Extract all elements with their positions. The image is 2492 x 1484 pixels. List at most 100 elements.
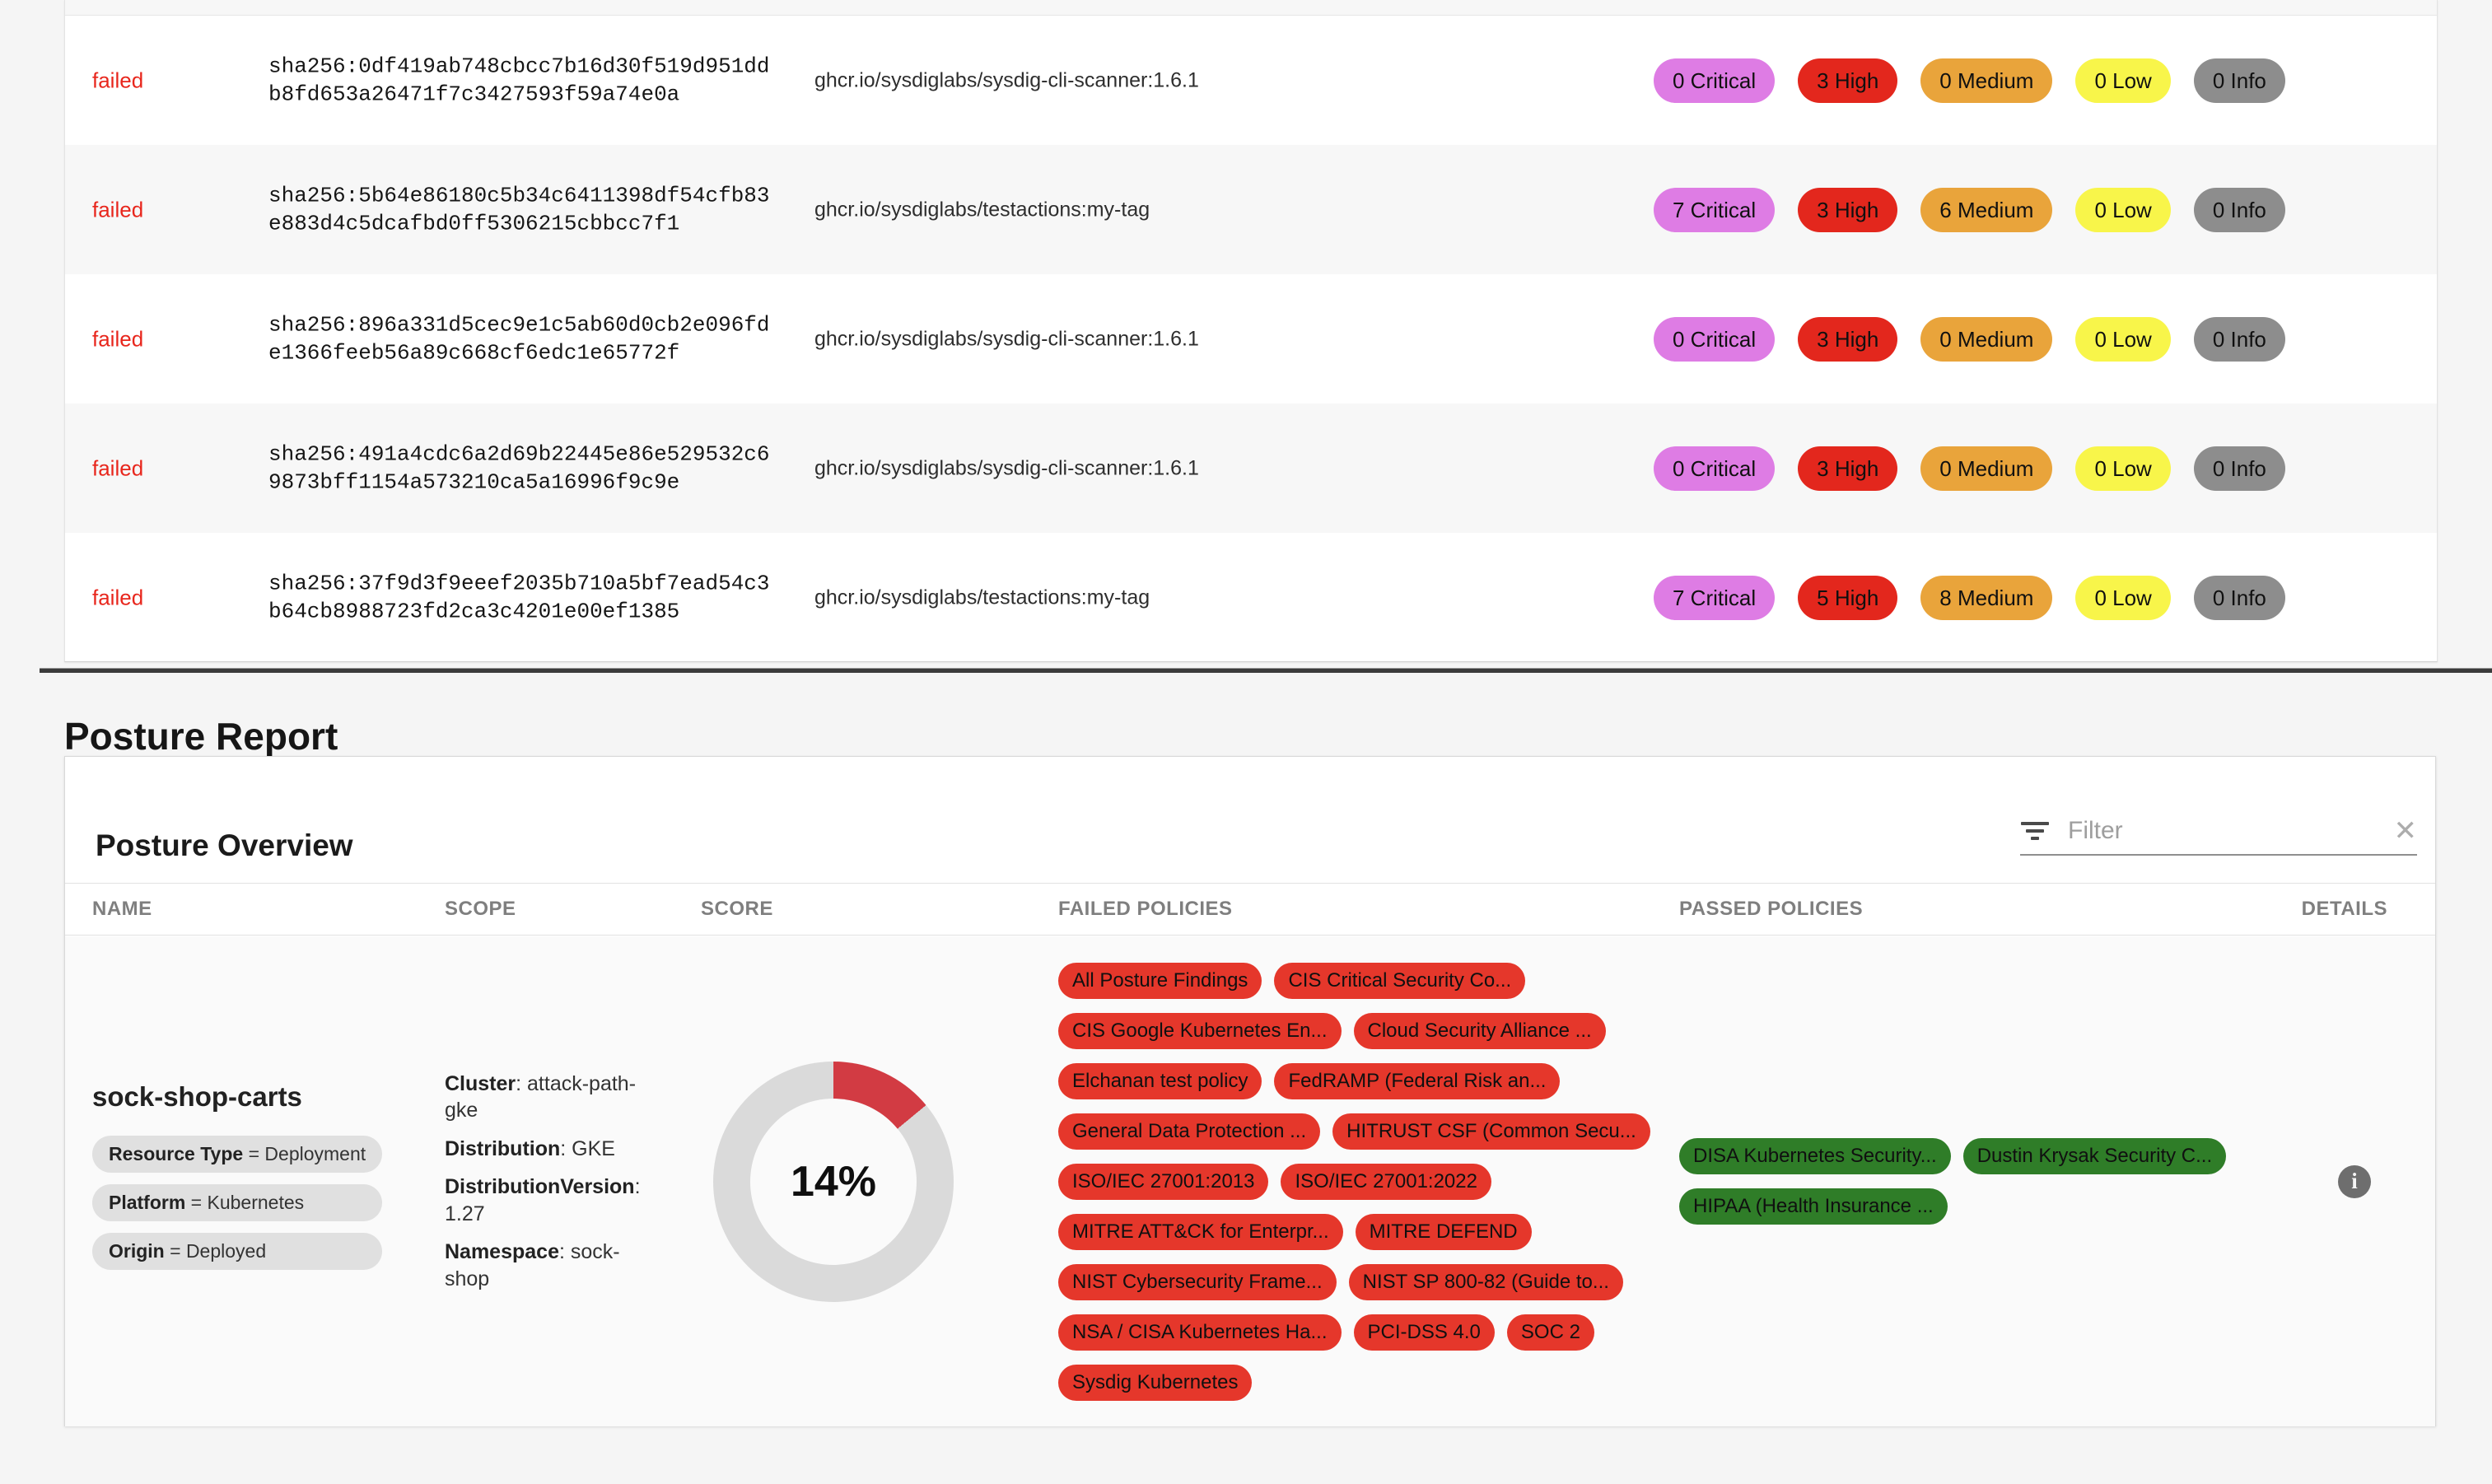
image-name: ghcr.io/sysdiglabs/sysdig-cli-scanner:1.… [814,456,1199,479]
resource-attribute-pill: Resource Type = Deployment [92,1136,383,1173]
image-digest: sha256:896a331d5cec9e1c5ab60d0cb2e096fde… [268,312,770,366]
posture-table-row: sock-shop-carts Resource Type = Deployme… [65,936,2435,1426]
passed-policy-pill: DISA Kubernetes Security... [1679,1138,1951,1174]
scan-status: failed [92,455,144,480]
severity-badge-low: 0 Low [2075,446,2171,491]
severity-badge-critical: 7 Critical [1654,575,1776,620]
scan-result-row: failed sha256:37f9d3f9eeef2035b710a5bf7ea… [65,533,2437,662]
severity-badges: 0 Critical 3 High 0 Medium 0 Low 0 Info [1654,316,2285,362]
scan-status: failed [92,585,144,609]
column-header-passed-policies: PASSED POLICIES [1679,898,1864,920]
score-value: 14% [750,1099,917,1265]
failed-policy-pill: PCI-DSS 4.0 [1353,1314,1495,1351]
image-name: ghcr.io/sysdiglabs/testactions:my-tag [814,586,1150,609]
severity-badge-medium: 0 Medium [1920,316,2053,362]
image-digest: sha256:37f9d3f9eeef2035b710a5bf7ead54c3b… [268,571,770,624]
column-header-failed-policies: FAILED POLICIES [1058,898,1233,920]
posture-overview-title: Posture Overview [96,828,353,862]
severity-badge-medium: 8 Medium [1920,575,2053,620]
failed-policy-pill: ISO/IEC 27001:2013 [1058,1163,1269,1200]
filter-field: ✕ [2020,808,2417,856]
severity-badge-critical: 7 Critical [1654,187,1776,232]
severity-badge-low: 0 Low [2075,575,2171,620]
failed-policy-pill: All Posture Findings [1058,962,1262,999]
failed-policy-pill: NSA / CISA Kubernetes Ha... [1058,1314,1342,1351]
column-header-scope: SCOPE [445,898,516,920]
severity-badge-info: 0 Info [2193,58,2285,103]
severity-badge-critical: 0 Critical [1654,446,1776,491]
scope-namespace: Namespace: sock-shop [445,1240,620,1290]
resource-attributes: Resource Type = Deployment Platform = Kub… [92,1136,383,1281]
scan-results-table-clipped-row [65,0,2437,16]
scan-status: failed [92,197,144,222]
passed-policies-cell: DISA Kubernetes Security... Dustin Krysak… [1679,936,2293,1426]
passed-policy-pill: Dustin Krysak Security C... [1962,1138,2227,1174]
resource-name-cell: sock-shop-carts Resource Type = Deployme… [92,936,438,1426]
failed-policy-pill: MITRE ATT&CK for Enterpr... [1058,1213,1343,1250]
posture-overview-card: Posture Overview ✕ NAME SCOPE SCORE FAILED … [64,756,2436,1426]
failed-policy-pill: Sysdig Kubernetes [1058,1364,1253,1401]
resource-name: sock-shop-carts [92,1081,302,1112]
scope-cell: Cluster: attack-path-gke Distribution: GK… [445,936,651,1426]
severity-badges: 0 Critical 3 High 0 Medium 0 Low 0 Info [1654,58,2285,103]
scan-result-row: failed sha256:0df419ab748cbcc7b16d30f519d… [65,16,2437,145]
severity-badges: 7 Critical 5 High 8 Medium 0 Low 0 Info [1654,575,2285,620]
severity-badge-low: 0 Low [2075,316,2171,362]
image-digest: sha256:0df419ab748cbcc7b16d30f519d951ddb… [268,54,770,107]
failed-policy-pill: NIST Cybersecurity Frame... [1058,1263,1337,1300]
severity-badge-high: 3 High [1798,58,1898,103]
image-digest: sha256:5b64e86180c5b34c6411398df54cfb83e… [268,183,770,236]
failed-policies-cell: All Posture Findings CIS Critical Securit… [1058,936,1696,1426]
image-name: ghcr.io/sysdiglabs/testactions:my-tag [814,198,1150,221]
scan-result-row: failed sha256:491a4cdc6a2d69b22445e86e529… [65,404,2437,533]
severity-badge-medium: 0 Medium [1920,446,2053,491]
failed-policy-pill: NIST SP 800-82 (Guide to... [1348,1263,1623,1300]
severity-badge-info: 0 Info [2193,446,2285,491]
severity-badge-low: 0 Low [2075,187,2171,232]
severity-badges: 0 Critical 3 High 0 Medium 0 Low 0 Info [1654,446,2285,491]
severity-badges: 7 Critical 3 High 6 Medium 0 Low 0 Info [1654,187,2285,232]
scan-result-row: failed sha256:896a331d5cec9e1c5ab60d0cb2e… [65,274,2437,404]
column-header-name: NAME [92,898,152,920]
scope-cluster: Cluster: attack-path-gke [445,1071,637,1122]
severity-badge-info: 0 Info [2193,316,2285,362]
failed-policy-pill: FedRAMP (Federal Risk an... [1274,1062,1561,1099]
failed-policy-pill: HITRUST CSF (Common Secu... [1332,1113,1650,1150]
details-cell: i [2338,1164,2371,1198]
severity-badge-info: 0 Info [2193,187,2285,232]
posture-table-header: NAME SCOPE SCORE FAILED POLICIES PASSED POLI… [65,883,2435,936]
severity-badge-critical: 0 Critical [1654,316,1776,362]
scan-status: failed [92,326,144,351]
failed-policy-pill: Cloud Security Alliance ... [1353,1012,1606,1049]
severity-badge-high: 3 High [1798,187,1898,232]
severity-badge-low: 0 Low [2075,58,2171,103]
posture-report-title: Posture Report [64,714,338,758]
resource-attribute-pill: Platform = Kubernetes [92,1184,383,1221]
severity-badge-info: 0 Info [2193,575,2285,620]
passed-policy-pill: HIPAA (Health Insurance ... [1679,1188,1948,1225]
scan-results-table-body: failed sha256:0df419ab748cbcc7b16d30f519d… [65,16,2437,662]
severity-badge-high: 5 High [1798,575,1898,620]
scan-result-row: failed sha256:5b64e86180c5b34c6411398df54… [65,145,2437,274]
failed-policy-pill: CIS Critical Security Co... [1274,962,1526,999]
image-digest: sha256:491a4cdc6a2d69b22445e86e529532c69… [268,441,770,495]
failed-policy-pill: CIS Google Kubernetes En... [1058,1012,1342,1049]
column-header-details: DETAILS [2301,898,2387,920]
scan-results-table: failed sha256:0df419ab748cbcc7b16d30f519d… [64,0,2438,662]
clear-filter-icon[interactable]: ✕ [2393,815,2418,847]
failed-policy-pill: SOC 2 [1506,1314,1594,1351]
severity-badge-critical: 0 Critical [1654,58,1776,103]
filter-input[interactable] [2066,816,2378,846]
scan-status: failed [92,68,144,92]
failed-policy-pill: Elchanan test policy [1058,1062,1262,1099]
severity-badge-high: 3 High [1798,316,1898,362]
filter-icon [2020,822,2050,840]
image-name: ghcr.io/sysdiglabs/sysdig-cli-scanner:1.… [814,327,1199,350]
severity-badge-medium: 6 Medium [1920,187,2053,232]
failed-policy-pill: MITRE DEFEND [1355,1213,1532,1250]
image-name: ghcr.io/sysdiglabs/sysdig-cli-scanner:1.… [814,68,1199,91]
section-divider [40,668,2492,673]
info-icon[interactable]: i [2338,1164,2371,1198]
column-header-score: SCORE [701,898,773,920]
scope-distributionversion: DistributionVersion: 1.27 [445,1175,641,1225]
